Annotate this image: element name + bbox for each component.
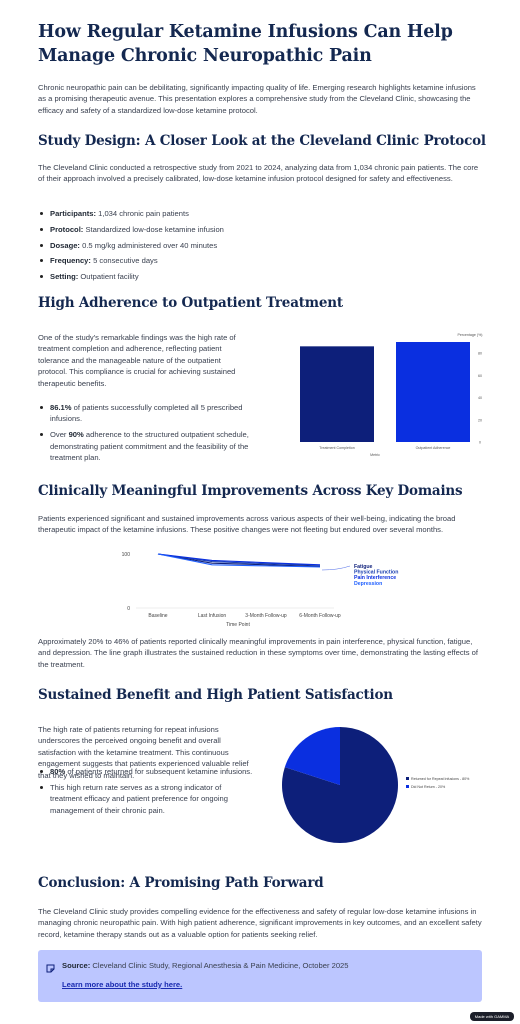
list-item: Setting: Outpatient facility: [38, 271, 478, 282]
legend-swatch: [406, 785, 409, 788]
series-line: [157, 553, 321, 567]
study-design-text: The Cleveland Clinic conducted a retrosp…: [38, 163, 479, 184]
conclusion-heading: Conclusion: A Promising Path Forward: [38, 875, 324, 891]
y-tick-label: 80: [478, 352, 482, 356]
adherence-list: 86.1% of patients successfully completed…: [38, 402, 254, 468]
y-axis-label: Percentage (%): [458, 333, 483, 337]
y-tick-label: 20: [478, 418, 482, 422]
x-tick-label: 6-Month Follow-up: [299, 613, 341, 619]
legend-entry: Physical Function: [354, 570, 398, 576]
return-pie-chart: Returned for Repeat Infusions - 80% Did N…: [282, 727, 470, 843]
made-with-badge[interactable]: Made with GAMMA: [470, 1012, 514, 1021]
y-tick-label: 0: [479, 441, 481, 445]
adherence-text: One of the study's remarkable findings w…: [38, 333, 236, 388]
bar: [300, 346, 374, 442]
intro-paragraph: Chronic neuropathic pain can be debilita…: [38, 83, 476, 115]
list-item: This high return rate serves as a strong…: [38, 782, 254, 816]
y-tick-label: 0: [127, 606, 130, 612]
study-link[interactable]: Learn more about the study here.: [62, 980, 183, 989]
pie-slice: [284, 727, 340, 785]
legend-entry: Did Not Return - 20%: [411, 785, 446, 789]
bar: [396, 342, 470, 442]
y-tick-label: 100: [122, 552, 131, 558]
legend-entry: Returned for Repeat Infusions - 80%: [411, 777, 470, 781]
legend-entry: Fatigue: [354, 564, 373, 570]
note-icon: [46, 960, 55, 978]
legend-connector: [321, 565, 351, 571]
adherence-heading: High Adherence to Outpatient Treatment: [38, 295, 343, 311]
list-item: Frequency: 5 consecutive days: [38, 255, 478, 266]
satisfaction-text: The high rate of patients returning for …: [38, 725, 249, 780]
x-axis-label: Time Point: [226, 622, 250, 628]
improvements-heading: Clinically Meaningful Improvements Acros…: [38, 483, 463, 499]
source-callout: Source: Cleveland Clinic Study, Regional…: [38, 950, 482, 1002]
x-tick-label: Baseline: [148, 613, 167, 619]
list-item: Protocol: Standardized low-dose ketamine…: [38, 224, 478, 235]
conclusion-text: The Cleveland Clinic study provides comp…: [38, 907, 482, 939]
list-item: 80% of patients returned for subsequent …: [38, 766, 254, 777]
x-tick-label: Last Infusion: [198, 613, 227, 619]
study-design-heading: Study Design: A Closer Look at the Cleve…: [38, 133, 486, 149]
study-design-list: Participants: 1,034 chronic pain patient…: [38, 208, 478, 287]
legend-entry: Depression: [354, 581, 382, 587]
list-item: 86.1% of patients successfully completed…: [38, 402, 254, 425]
series-line: [157, 553, 321, 566]
legend-entry: Pain Interference: [354, 575, 396, 581]
y-tick-label: 40: [478, 396, 482, 400]
x-tick-label: 3-Month Follow-up: [245, 613, 287, 619]
satisfaction-heading: Sustained Benefit and High Patient Satis…: [38, 687, 393, 703]
list-item: Dosage: 0.5 mg/kg administered over 40 m…: [38, 240, 478, 251]
x-tick-label: Outpatient Adherence: [416, 446, 451, 450]
x-tick-label: Treatment Completion: [319, 446, 354, 450]
x-axis-label: Metric: [370, 453, 380, 457]
adherence-bar-chart: Treatment Completion Outpatient Adherence…: [300, 333, 483, 457]
satisfaction-list: 80% of patients returned for subsequent …: [38, 766, 254, 820]
source-line: Source: Cleveland Clinic Study, Regional…: [62, 961, 349, 970]
improvements-text: Patients experienced significant and sus…: [38, 514, 456, 535]
legend-swatch: [406, 777, 409, 780]
y-tick-label: 60: [478, 374, 482, 378]
page-title: How Regular Ketamine Infusions Can Help …: [38, 22, 453, 66]
list-item: Participants: 1,034 chronic pain patient…: [38, 208, 478, 219]
improvements-line-chart: 0 100 Baseline Last Infusion 3-Month Follow-…: [122, 552, 399, 628]
improvements-after-text: Approximately 20% to 46% of patients rep…: [38, 637, 478, 669]
series-line: [157, 553, 321, 568]
list-item: Over 90% adherence to the structured out…: [38, 429, 254, 463]
